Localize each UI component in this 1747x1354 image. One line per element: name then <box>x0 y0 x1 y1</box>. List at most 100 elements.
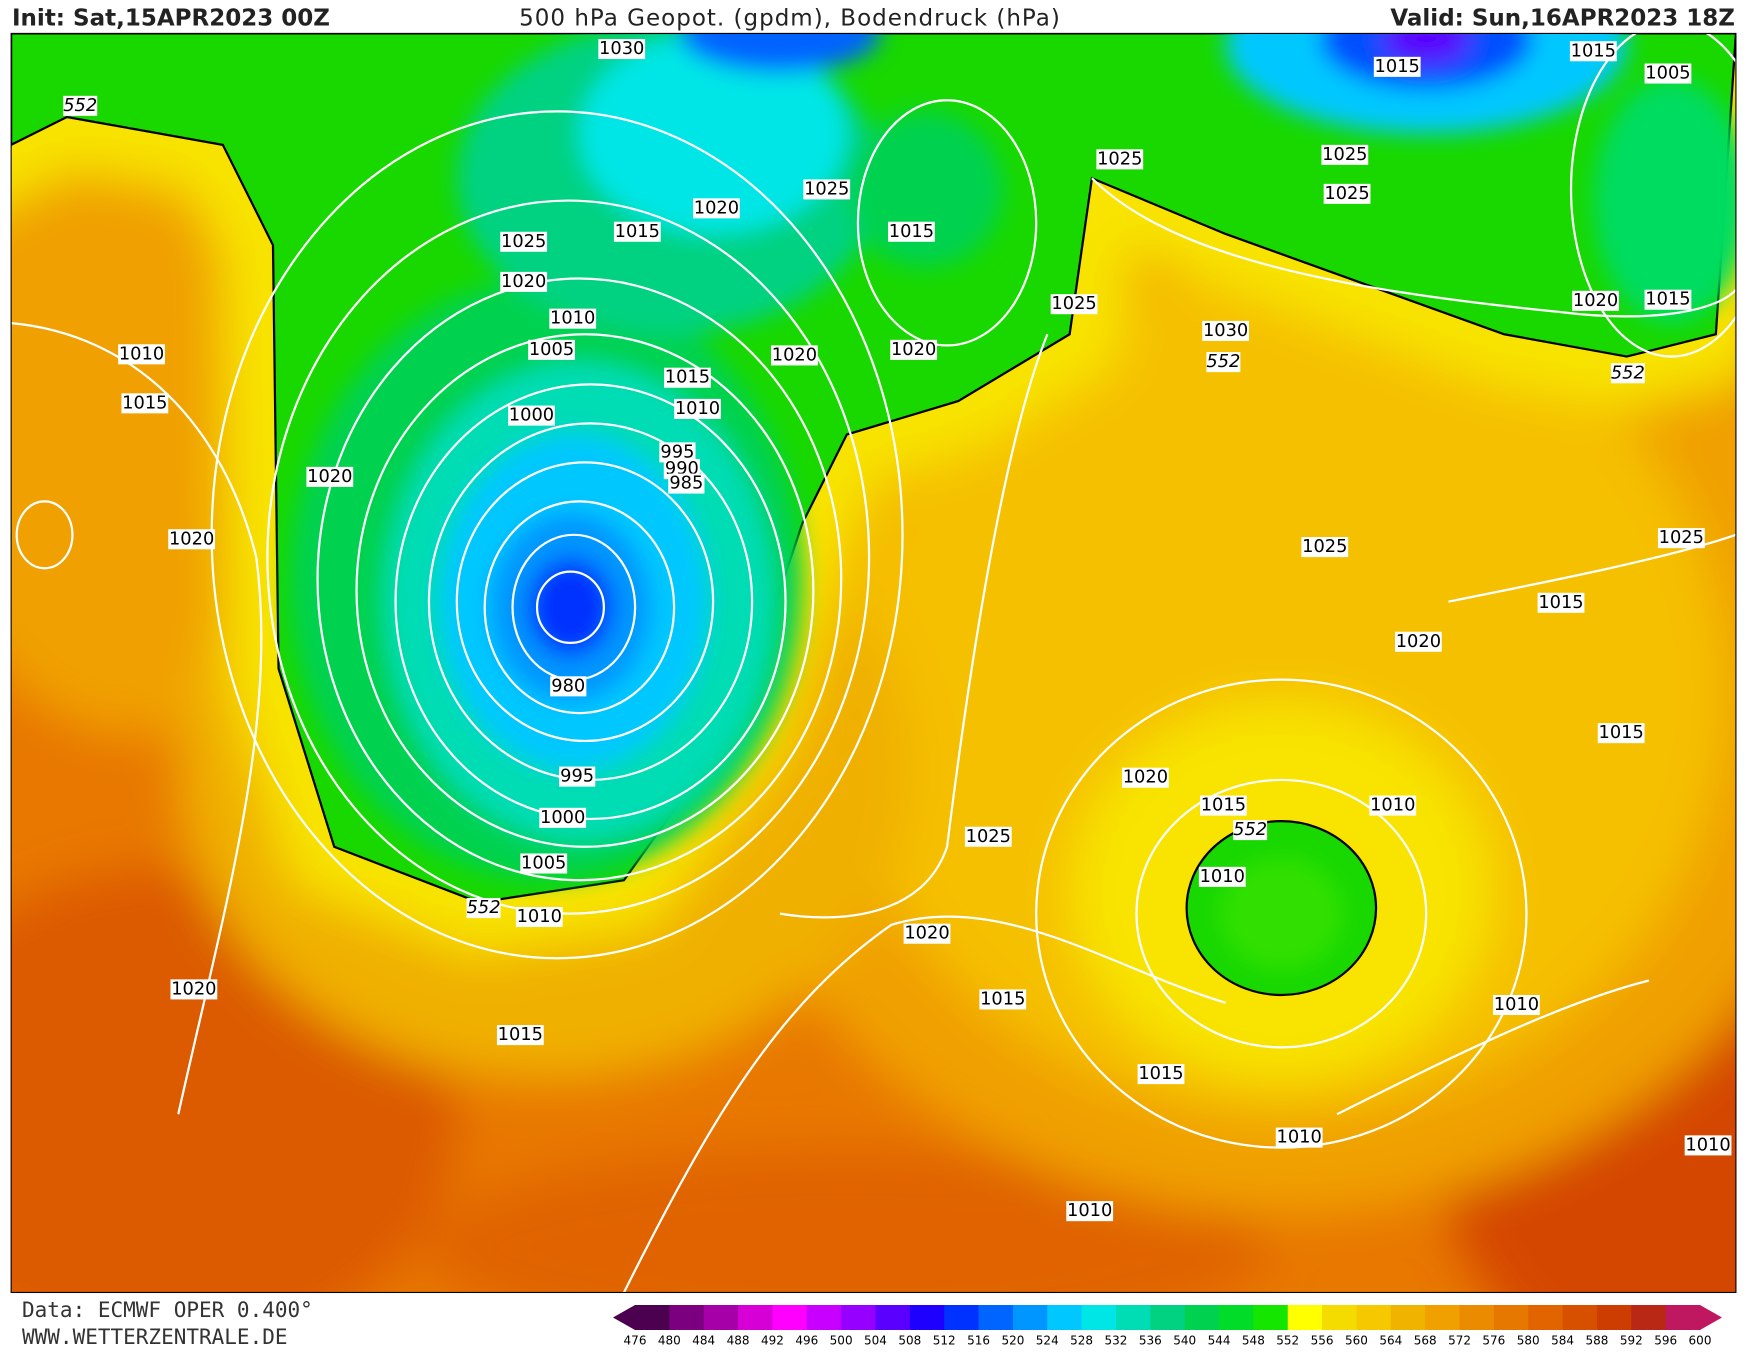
colorbar-tick-label: 516 <box>967 1334 990 1348</box>
isobars <box>11 33 1736 1293</box>
isobar-label-box <box>674 398 721 419</box>
isobar-label-box <box>1369 795 1417 816</box>
isobar-label-box <box>771 345 818 366</box>
colorbar-tick-label: 588 <box>1585 1334 1608 1348</box>
colorbar-tick-label: 496 <box>795 1334 818 1348</box>
isobar-label: 1010 <box>1685 1134 1730 1155</box>
isobar-label-box <box>664 367 711 388</box>
map-title: 500 hPa Geopot. (gpdm), Bodendruck (hPa) <box>519 6 1061 32</box>
colorbar-bin <box>1047 1305 1083 1330</box>
isobar-label: 1010 <box>1200 866 1245 887</box>
isobar-label: 1010 <box>1067 1200 1112 1221</box>
geopotential-label-box <box>466 898 501 919</box>
colorbar-tick-label: 592 <box>1620 1334 1643 1348</box>
colorbar-bin <box>1012 1305 1048 1330</box>
isobar-label: 1010 <box>1370 795 1415 816</box>
isobar-label-box <box>979 989 1027 1010</box>
colorbar-bin <box>669 1305 705 1330</box>
isobar-label-box <box>659 442 696 463</box>
isobar-label: 1010 <box>550 308 595 329</box>
valid-time: Valid: Sun,16APR2023 18Z <box>1390 6 1735 32</box>
colorbar-bin <box>1390 1305 1426 1330</box>
isobar-label: 1025 <box>1659 527 1704 548</box>
isobar-label: 1020 <box>171 978 216 999</box>
isobar-label: 1015 <box>1138 1063 1183 1084</box>
isobar-label: 1020 <box>307 466 352 487</box>
isobar-label-box <box>888 221 935 242</box>
colorbar-bin <box>1081 1305 1117 1330</box>
geopotential-label-box <box>1233 820 1268 841</box>
isobar-label: 1015 <box>1645 289 1690 310</box>
colorbar-tick-label: 560 <box>1345 1334 1368 1348</box>
isobar-label-box <box>1569 41 1617 62</box>
isobar-label: 1015 <box>889 221 934 242</box>
colorbar-bin <box>772 1305 808 1330</box>
isobar-label: 1030 <box>1203 320 1248 341</box>
colorbar-bin <box>1184 1305 1220 1330</box>
site-credit: WWW.WETTERZENTRALE.DE <box>22 1325 288 1349</box>
geopotential-label-box <box>1206 352 1241 373</box>
colorbar-bin <box>1596 1305 1632 1330</box>
colorbar-bin <box>1562 1305 1598 1330</box>
isobar-label: 995 <box>660 441 694 462</box>
isobar-label: 1005 <box>529 339 574 360</box>
isobar-label-box <box>1644 63 1692 84</box>
isobar-label-box <box>500 271 548 292</box>
isobar-label: 1020 <box>694 197 739 218</box>
isobar-label-box <box>1198 866 1246 887</box>
colorbar-bin <box>1150 1305 1186 1330</box>
isobar-label-box <box>1597 723 1645 744</box>
colorbar-tick-label: 572 <box>1448 1334 1471 1348</box>
geopotential-label: 552 <box>1206 351 1240 372</box>
geopotential-label: 552 <box>1233 819 1267 840</box>
colorbar-bin <box>635 1305 670 1330</box>
init-time: Init: Sat,15APR2023 00Z <box>12 6 330 32</box>
isobar-label-box <box>613 221 661 242</box>
colorbar-tick-label: 580 <box>1517 1334 1540 1348</box>
colorbar-bin <box>978 1305 1014 1330</box>
isobar-label: 1005 <box>521 853 566 874</box>
colorbar-bin <box>1665 1305 1701 1330</box>
isobar-label-box <box>964 826 1012 847</box>
isobar-label: 1020 <box>891 339 936 360</box>
isobar-label-box <box>1066 1201 1114 1222</box>
isobar-label-box <box>1493 994 1540 1016</box>
colorbar-tick-label: 508 <box>898 1334 921 1348</box>
isobar-label: 1010 <box>1494 994 1539 1015</box>
colorbar-tick-label: 564 <box>1379 1334 1402 1348</box>
colorbar-bin <box>1528 1305 1564 1330</box>
isobar-label: 1025 <box>501 231 546 252</box>
colorbar-tick-label: 476 <box>624 1334 647 1348</box>
colorbar-bin <box>841 1305 876 1330</box>
isobar-label: 1020 <box>1396 631 1441 652</box>
isobar-label-box <box>1321 144 1369 165</box>
colorbar-tick-label: 556 <box>1311 1334 1334 1348</box>
isobar-label-box <box>1394 631 1442 652</box>
isobar-label: 1015 <box>1375 56 1420 77</box>
isobar-label: 1010 <box>675 398 720 419</box>
isobar-label-box <box>549 308 597 329</box>
colorbar-tick-label: 480 <box>658 1334 681 1348</box>
isobar-label-box <box>559 766 596 787</box>
isobar-label-box <box>306 466 354 487</box>
isobar-label: 1025 <box>1302 536 1347 557</box>
isobar-label-box <box>550 676 587 697</box>
isobar-label: 1015 <box>1538 592 1583 613</box>
isobar-label: 1015 <box>1598 722 1643 743</box>
isobar-label: 1005 <box>1645 63 1690 84</box>
colorbar-tick-label: 584 <box>1551 1334 1574 1348</box>
isobar-label: 1015 <box>1201 795 1246 816</box>
isobar-label: 1025 <box>1322 144 1367 165</box>
isobar-label: 1000 <box>509 405 554 426</box>
colorbar-tick-label: 528 <box>1070 1334 1093 1348</box>
isobar-label: 1025 <box>1051 293 1096 314</box>
colorbar-bin <box>703 1305 739 1330</box>
colorbar: 476 480 484 488 492 496 500 504 508 512 516 520 524 5… <box>613 1305 1722 1348</box>
colorbar-bin <box>1322 1305 1357 1330</box>
isobar-label-box <box>1199 795 1247 816</box>
colorbar-bin <box>1631 1305 1667 1330</box>
isobar-label-box <box>528 339 575 360</box>
isobar-label-box <box>1644 289 1692 310</box>
